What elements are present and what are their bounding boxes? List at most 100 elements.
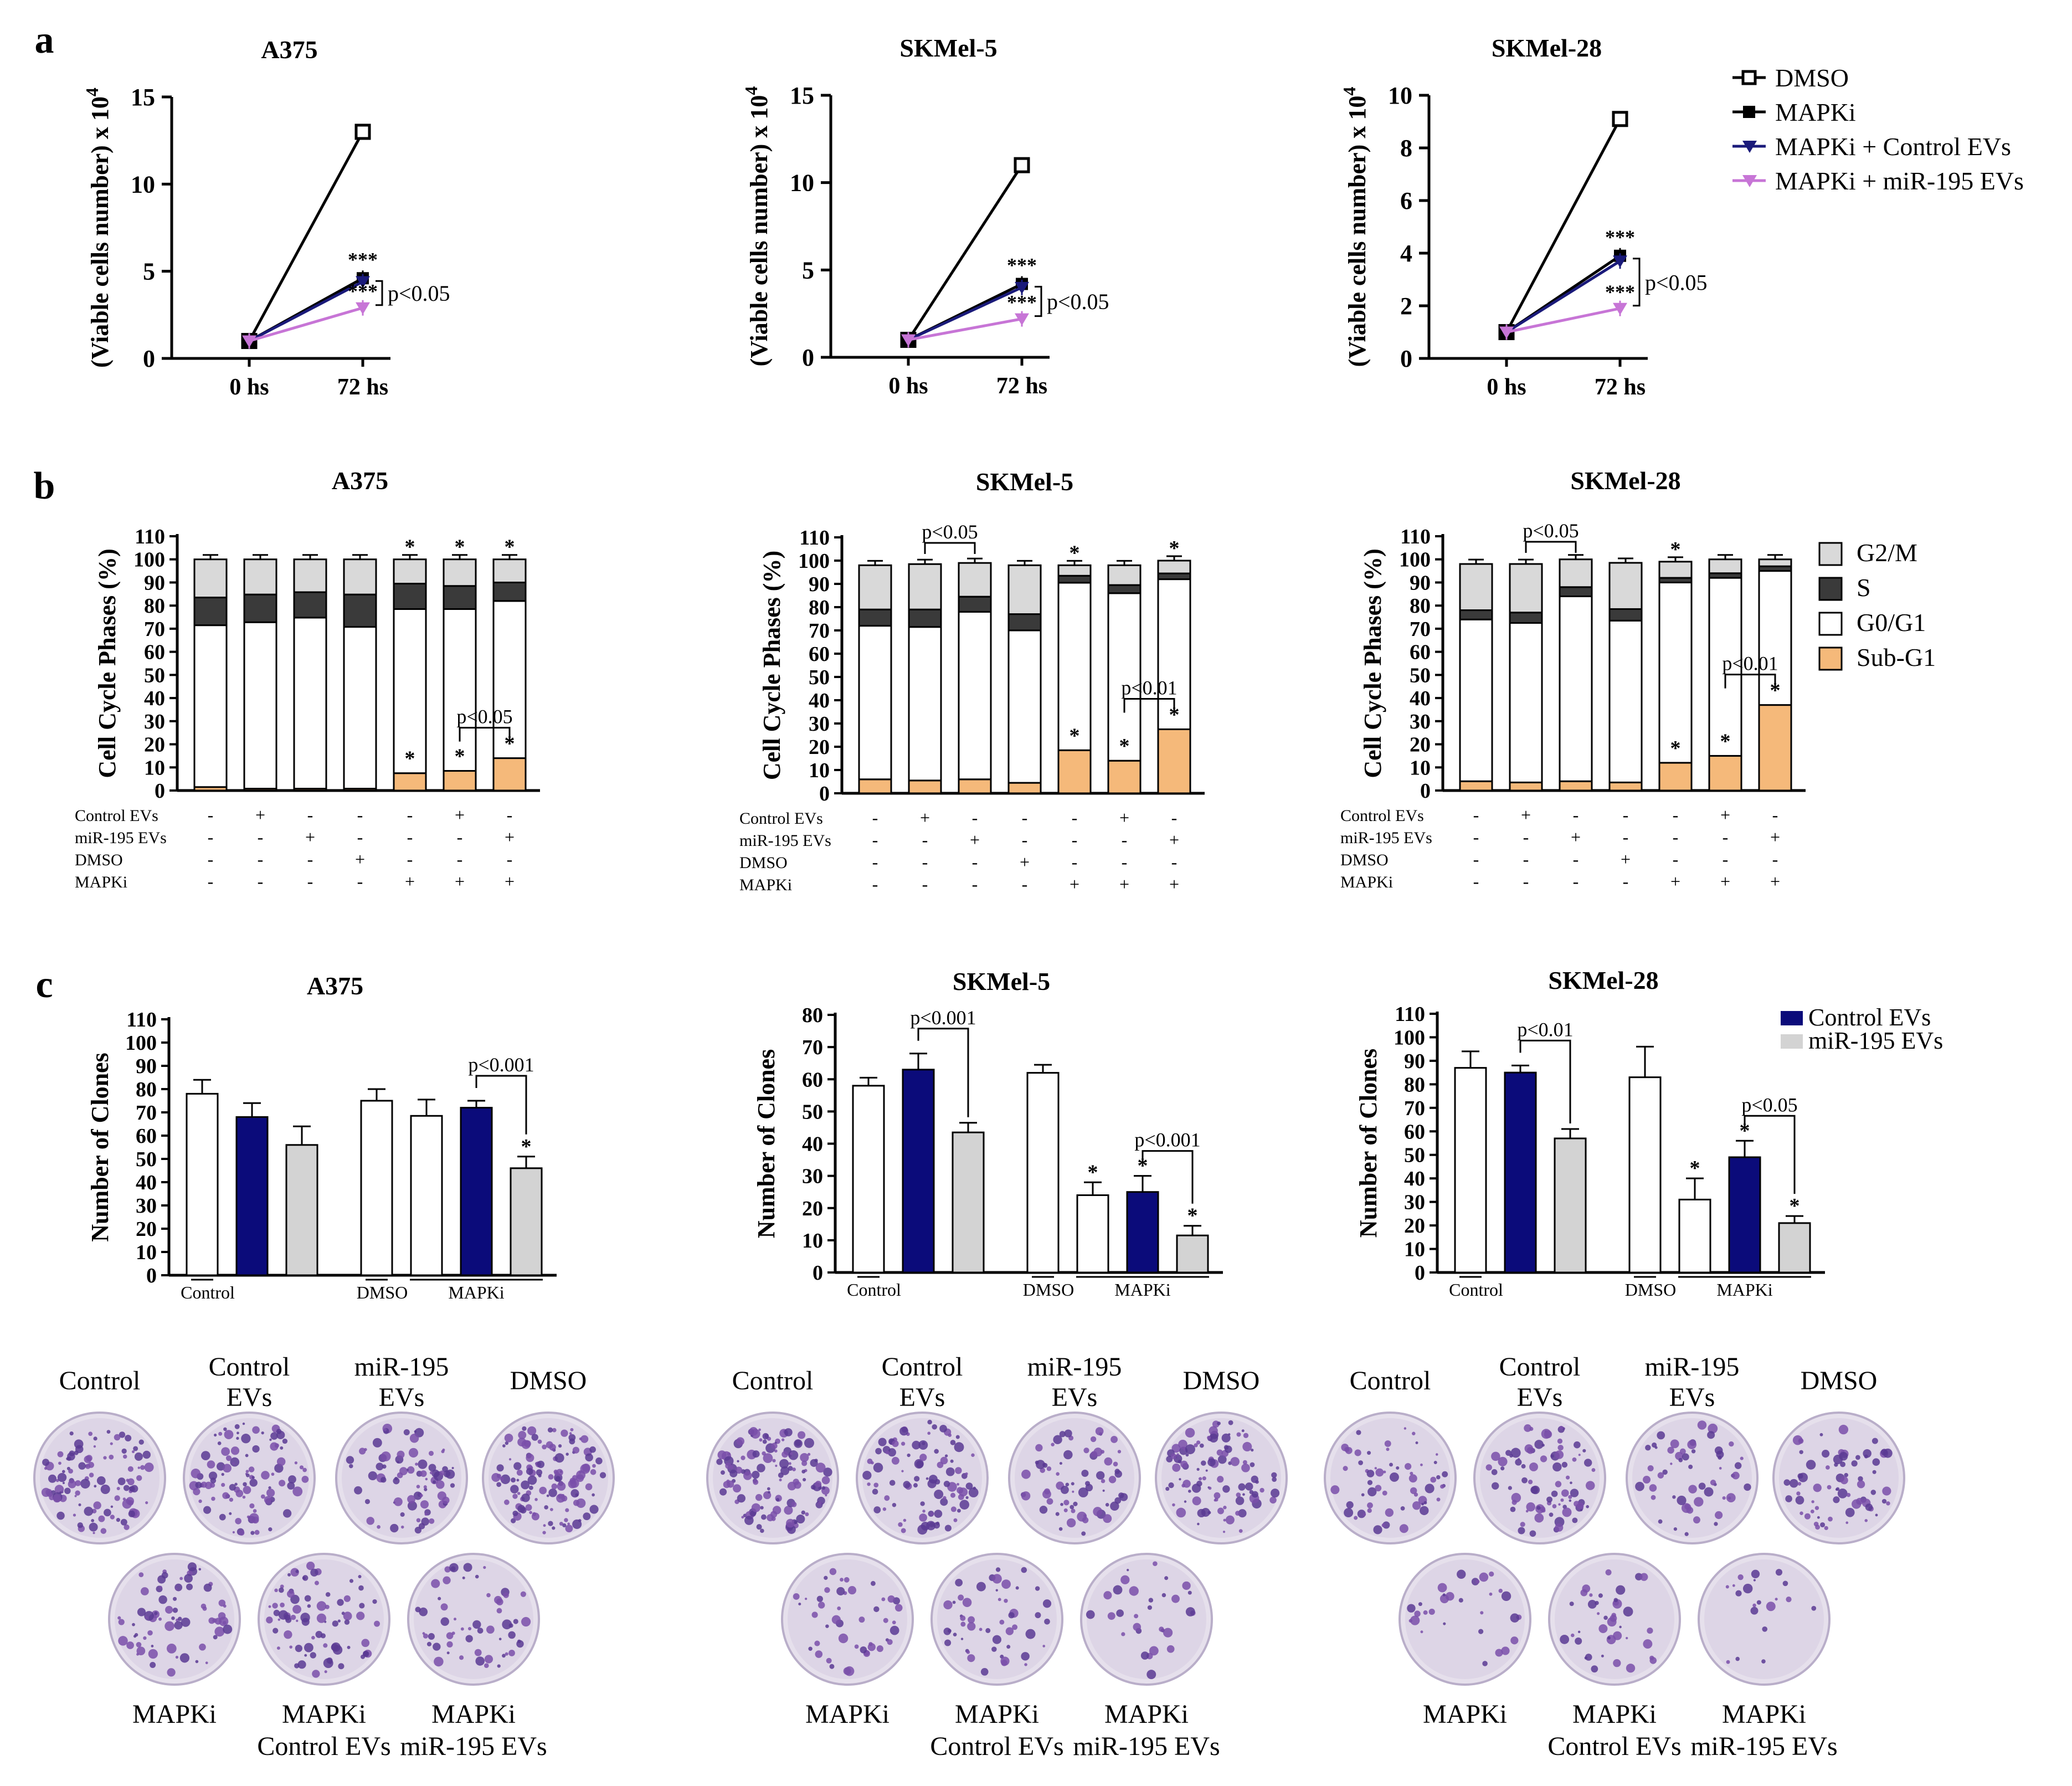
colony-dot — [992, 1635, 1001, 1644]
colony-dot — [446, 1632, 454, 1640]
y-tick-label: 60 — [1410, 641, 1431, 664]
p-value-label-top: p<0.001 — [910, 1007, 976, 1029]
condition-sign: - — [1473, 871, 1479, 891]
colony-dot — [1382, 1490, 1387, 1496]
colony-dot — [400, 1525, 404, 1529]
colony-dot — [751, 1503, 760, 1512]
colony-dot — [426, 1641, 432, 1646]
colony-dot — [261, 1431, 264, 1435]
sig-star: * — [1070, 541, 1080, 564]
colony-dot — [280, 1584, 284, 1589]
bar-navy — [1728, 1156, 1761, 1274]
colony-dot — [892, 1502, 897, 1507]
colony-dot — [798, 1602, 801, 1606]
condition-sign: + — [1169, 874, 1179, 894]
y-tick-label: 100 — [798, 550, 830, 573]
condition-sign: - — [1072, 808, 1078, 828]
y-tick-label: 30 — [136, 1194, 157, 1218]
colony-dot — [42, 1459, 50, 1466]
legend-label: MAPKi + Control EVs — [1775, 132, 2011, 161]
colony-dot — [1864, 1519, 1868, 1522]
p-value-label: p<0.05 — [1741, 1094, 1797, 1116]
sig-star: * — [505, 732, 515, 756]
colony-dot — [1001, 1579, 1011, 1589]
colony-dot — [517, 1505, 526, 1513]
colony-dot — [145, 1501, 148, 1505]
colony-dot — [752, 1450, 760, 1458]
colony-dot — [261, 1471, 270, 1480]
bar-segment-g2-m — [908, 563, 942, 610]
colony-dot — [289, 1645, 293, 1649]
colony-plate — [1548, 1553, 1681, 1686]
colony-dot — [758, 1428, 761, 1431]
colony-dot — [1171, 1444, 1181, 1453]
colony-dot — [1181, 1484, 1186, 1488]
p-value-label: p<0.01 — [1722, 653, 1778, 675]
group-label: MAPKi — [448, 1282, 504, 1302]
colony-dot — [1495, 1649, 1503, 1657]
y-tick-label: 60 — [136, 1125, 157, 1148]
colony-dot — [1064, 1429, 1072, 1438]
colony-dot — [127, 1478, 135, 1486]
colony-dot — [1568, 1495, 1572, 1499]
colony-dot — [844, 1577, 850, 1583]
legend-label: Control EVs — [1808, 1004, 1931, 1031]
sig-star: * — [1088, 1161, 1098, 1184]
colony-dot — [358, 1585, 364, 1591]
colony-dot — [119, 1431, 126, 1438]
colony-dot — [186, 1583, 193, 1590]
colony-dot — [181, 1617, 191, 1627]
colony-dot — [1082, 1517, 1089, 1523]
y-tick-label: 80 — [1404, 1073, 1425, 1096]
colony-dot — [1585, 1481, 1595, 1490]
colony-dot — [763, 1453, 773, 1464]
colony-dot — [277, 1618, 281, 1621]
colony-dot — [1113, 1461, 1118, 1467]
colony-dot — [580, 1435, 589, 1443]
colony-dot — [1555, 1523, 1564, 1532]
y-tick-label: 40 — [1404, 1167, 1425, 1190]
colony-dot — [1420, 1463, 1423, 1466]
colony-dot — [89, 1472, 94, 1477]
colony-dot — [1366, 1470, 1375, 1477]
chart-title: SKMel-28 — [1570, 466, 1680, 495]
bar-segment-s — [908, 608, 942, 628]
colony-dot — [757, 1464, 765, 1472]
colony-dot — [592, 1464, 596, 1468]
colony-dot — [774, 1449, 778, 1453]
colony-plate — [1399, 1553, 1531, 1686]
colony-dot — [116, 1518, 121, 1522]
colony-dot — [1735, 1656, 1740, 1661]
colony-dot — [948, 1433, 952, 1437]
colony-dot — [484, 1663, 489, 1669]
colony-dot — [1731, 1471, 1740, 1480]
colony-dot — [1090, 1436, 1097, 1443]
colony-dot — [759, 1438, 763, 1442]
colony-dot — [892, 1620, 896, 1625]
colony-dot — [595, 1457, 603, 1465]
colony-dot — [1110, 1436, 1118, 1443]
colony-dot — [1153, 1561, 1158, 1566]
y-tick-label: 50 — [802, 1100, 823, 1123]
colony-dot — [542, 1444, 547, 1450]
colony-dot — [1552, 1504, 1557, 1508]
colony-dot — [56, 1511, 65, 1520]
colony-dot — [1399, 1524, 1408, 1533]
colony-dot — [110, 1442, 113, 1445]
colony-dot — [1529, 1462, 1538, 1471]
condition-sign: - — [457, 827, 463, 847]
colony-dot — [801, 1460, 808, 1466]
colony-dot — [1881, 1498, 1887, 1504]
sig-bracket-top — [924, 542, 976, 554]
colony-dot — [84, 1455, 92, 1464]
plate-label: MAPKi — [1722, 1700, 1806, 1729]
colony-dot — [429, 1471, 433, 1475]
colony-dot — [62, 1481, 65, 1485]
colony-dot — [1605, 1569, 1612, 1575]
condition-sign: + — [405, 871, 415, 891]
colony-dot — [434, 1656, 444, 1667]
colony-dot — [337, 1599, 344, 1606]
colony-dot — [1208, 1486, 1212, 1490]
colony-dot — [526, 1467, 533, 1475]
